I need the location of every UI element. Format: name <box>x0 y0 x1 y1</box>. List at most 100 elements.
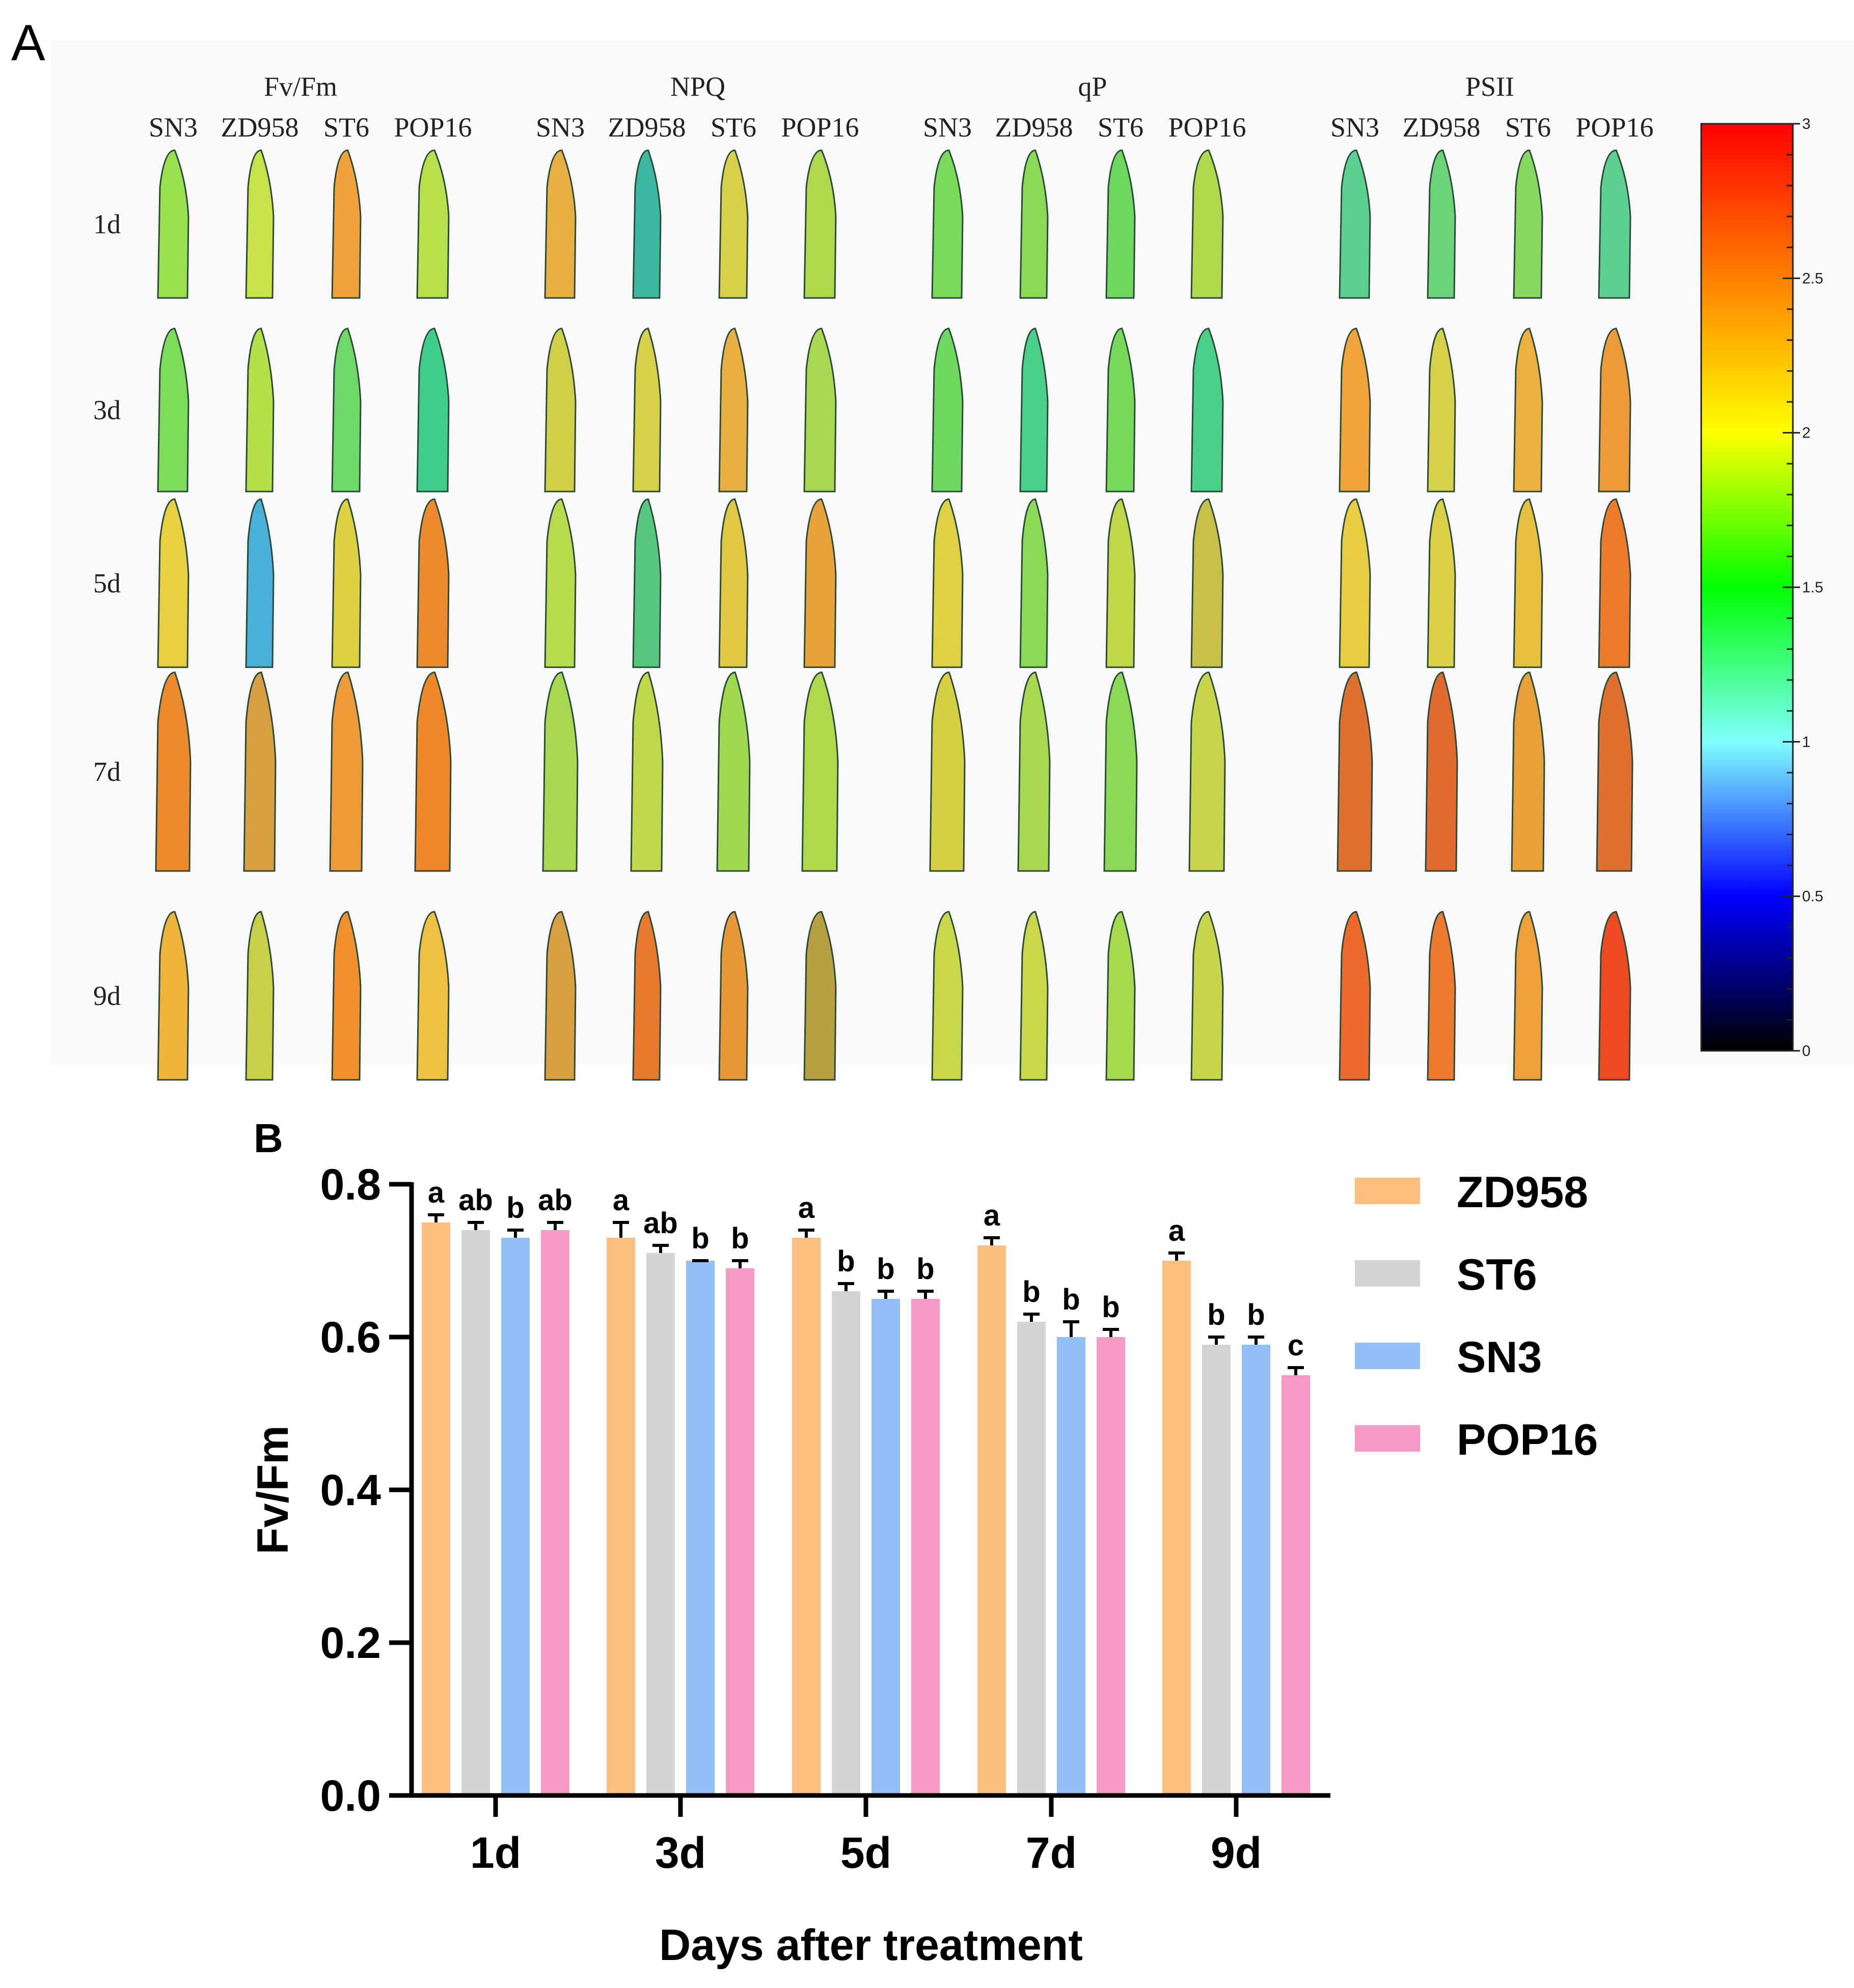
bar-POP16-1d <box>541 1230 569 1795</box>
cultivar-label: SN3 <box>536 112 585 143</box>
bar-ST6-7d <box>1017 1322 1046 1795</box>
legend-label: SN3 <box>1457 1333 1542 1382</box>
significance-letter: a <box>984 1199 1000 1232</box>
leaf-image <box>1339 911 1371 1081</box>
leaf-image <box>245 911 275 1081</box>
leaf-image <box>1596 671 1633 872</box>
legend-label: POP16 <box>1457 1415 1598 1464</box>
leaf-image <box>1019 498 1049 668</box>
leaf-image <box>544 911 577 1081</box>
leaf-image <box>157 911 189 1081</box>
leaf-image <box>157 328 189 493</box>
significance-letter: a <box>798 1191 815 1224</box>
leaf-image <box>1513 911 1543 1081</box>
panel-a-leaf-images <box>155 149 1633 1081</box>
legend: ZD958 ST6 SN3 POP16 <box>1355 1168 1598 1464</box>
colorbar: 3 2.5 2 1.5 1 0.5 0 <box>1700 116 1823 1059</box>
significance-letter: a <box>428 1176 445 1209</box>
cultivar-label: POP16 <box>1575 112 1653 143</box>
bar-SN3-3d <box>686 1261 715 1795</box>
significance-letter: b <box>916 1252 934 1286</box>
cultivar-label: ST6 <box>323 112 369 143</box>
leaf-image <box>1105 149 1136 299</box>
panel-b: B a ab b ab aab b bab b bab b bab bc 0.00.20.40.60.… <box>249 1115 1598 1970</box>
leaf-image <box>416 911 450 1081</box>
leaf-image <box>542 671 579 872</box>
leaf-image <box>245 498 275 668</box>
bar-POP16-5d <box>911 1299 940 1795</box>
leaf-image <box>1598 911 1631 1081</box>
leaf-image <box>803 149 837 299</box>
legend-label: ST6 <box>1457 1250 1537 1299</box>
legend-label: ZD958 <box>1457 1168 1588 1217</box>
significance-letter: b <box>1247 1298 1265 1331</box>
leaf-image <box>245 149 275 299</box>
bar-ST6-1d <box>461 1230 490 1795</box>
y-ticks: 0.0 0.2 0.4 0.6 0.8 <box>320 1160 412 1820</box>
bar-POP16-9d <box>1282 1375 1310 1795</box>
colorbar-tick-label: 0 <box>1802 1043 1811 1059</box>
leaf-image <box>718 328 749 493</box>
leaf-image <box>1190 149 1224 299</box>
leaf-image <box>416 498 450 668</box>
y-tick-label: 0.6 <box>320 1313 381 1362</box>
leaf-image <box>331 911 362 1081</box>
bar-POP16-3d <box>726 1268 754 1795</box>
bar-SN3-9d <box>1242 1345 1270 1795</box>
leaf-image <box>245 328 275 493</box>
leaf-image <box>1427 498 1456 668</box>
cultivar-label: POP16 <box>1168 112 1246 143</box>
row-label: 9d <box>93 981 121 1011</box>
group-title: PSII <box>1465 71 1514 102</box>
leaf-image <box>718 149 749 299</box>
bar-ST6-3d <box>646 1253 675 1795</box>
panel-a-row-labels: 1d 3d 5d 7d 9d <box>93 209 121 1011</box>
leaf-image <box>1427 149 1456 299</box>
cultivar-label: ZD958 <box>1403 112 1481 143</box>
bar-ST6-9d <box>1202 1345 1231 1795</box>
cultivar-label: ST6 <box>1098 112 1143 143</box>
cultivar-label: ZD958 <box>221 112 299 143</box>
leaf-image <box>1513 328 1543 493</box>
leaf-image <box>1019 911 1049 1081</box>
leaf-image <box>414 671 452 872</box>
significance-letter: b <box>691 1222 709 1255</box>
significance-letter: a <box>613 1184 630 1217</box>
leaf-image <box>1513 149 1543 299</box>
x-tick-label: 9d <box>1211 1829 1262 1877</box>
leaf-image <box>416 328 450 493</box>
x-ticks: 1d 3d 5d 7d 9d <box>470 1795 1262 1877</box>
leaf-image <box>1511 671 1545 872</box>
significance-letter: b <box>731 1222 749 1255</box>
panel-a: A Fv/Fm SN3 ZD958 ST6 POP16 NPQ SN3 ZD958 ST6 POP… <box>11 14 1854 1081</box>
row-label: 5d <box>93 568 121 598</box>
significance-letter: ab <box>538 1184 572 1217</box>
leaf-image <box>1427 911 1456 1081</box>
error-bars <box>428 1213 1304 1375</box>
significance-letter: a <box>1168 1214 1185 1247</box>
legend-swatch-ZD958 <box>1355 1178 1420 1204</box>
bar-SN3-5d <box>871 1299 900 1795</box>
leaf-image <box>544 149 577 299</box>
significance-letter: c <box>1288 1329 1304 1362</box>
significance-letter: b <box>1102 1291 1120 1324</box>
bar-marks <box>422 1222 1310 1795</box>
significance-letters: a ab b ab aab b bab b bab b bab bc <box>428 1176 1304 1362</box>
y-tick-label: 0.4 <box>320 1466 381 1515</box>
bar-ST6-5d <box>832 1291 860 1795</box>
legend-swatch-SN3 <box>1355 1343 1420 1369</box>
leaf-image <box>803 911 837 1081</box>
panel-a-headers: Fv/Fm SN3 ZD958 ST6 POP16 NPQ SN3 ZD958 ST6 POP16… <box>149 71 1654 143</box>
cultivar-label: ZD958 <box>995 112 1073 143</box>
leaf-image <box>329 671 364 872</box>
legend-swatch-POP16 <box>1355 1425 1420 1452</box>
bar-ZD958-1d <box>422 1222 450 1795</box>
bar-SN3-7d <box>1057 1337 1085 1795</box>
leaf-image <box>1598 328 1631 493</box>
colorbar-ticks: 3 2.5 2 1.5 1 0.5 0 <box>1783 116 1823 1059</box>
bar-ZD958-9d <box>1162 1261 1191 1795</box>
significance-letter: ab <box>458 1184 493 1217</box>
leaf-image <box>1425 671 1458 872</box>
x-tick-label: 1d <box>470 1829 521 1877</box>
y-tick-label: 0.8 <box>320 1160 381 1209</box>
